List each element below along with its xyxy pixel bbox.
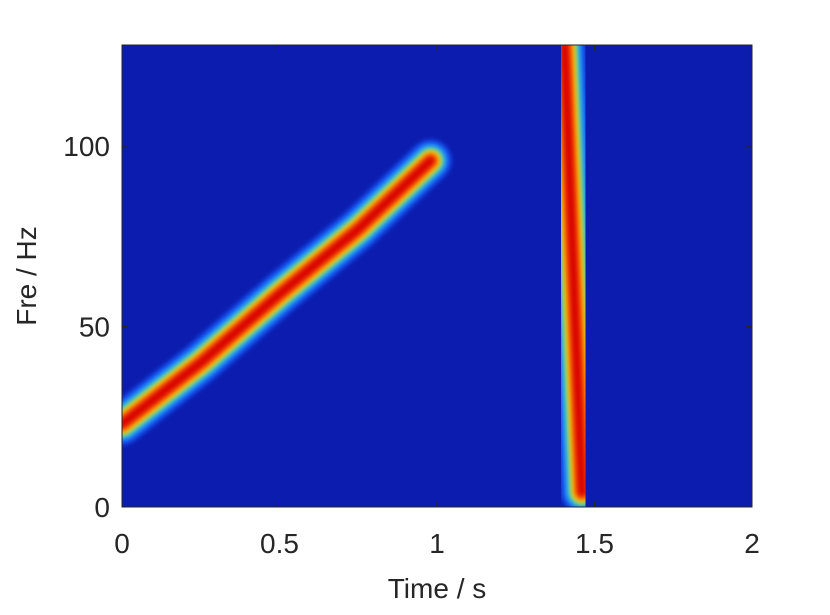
plot-background [122, 45, 752, 507]
ridge [122, 155, 436, 429]
x-tick-label: 1 [429, 528, 445, 559]
ridge [559, 45, 587, 498]
ridges [122, 45, 602, 507]
x-tick-label: 1.5 [575, 528, 614, 559]
x-tick-label: 2 [744, 528, 760, 559]
y-tick-label: 50 [79, 312, 110, 343]
x-tick-label: 0.5 [260, 528, 299, 559]
y-tick-label: 0 [94, 492, 110, 523]
y-axis-label: Fre / Hz [11, 226, 42, 326]
x-axis-label: Time / s [388, 573, 487, 604]
x-tick-label: 0 [114, 528, 130, 559]
y-tick-label: 100 [63, 131, 110, 162]
